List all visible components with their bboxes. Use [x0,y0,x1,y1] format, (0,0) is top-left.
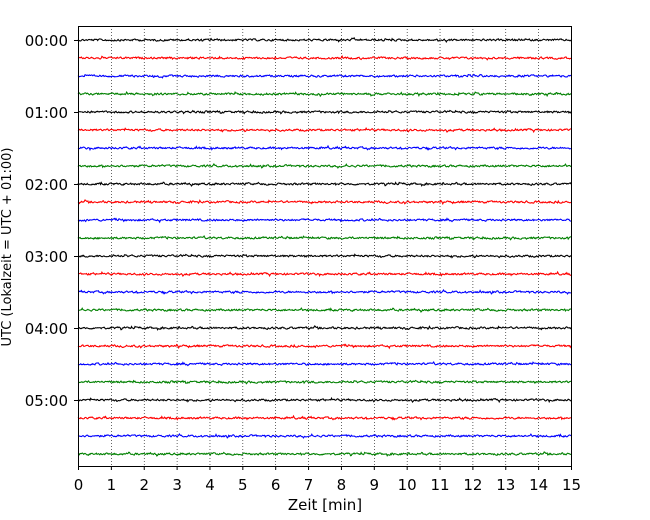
x-tick-label: 7 [304,476,314,494]
x-axis: 0 1 2 3 4 5 6 7 8 9 10 11 12 13 14 15 [74,466,581,494]
trace-0445 [77,379,572,385]
trace-0130 [77,144,572,152]
x-tick-label: 8 [337,476,347,494]
trace-0345 [77,307,572,313]
x-tick-label: 0 [74,476,84,494]
x-tick-label: 13 [496,476,515,494]
trace-0430 [77,361,572,367]
trace-0230 [77,217,572,224]
trace-0215 [77,199,572,206]
trace-0300 [77,253,572,259]
trace-0330 [77,289,572,295]
trace-0315 [77,270,572,278]
trace-0100 [77,109,572,115]
x-tick-label: 9 [370,476,380,494]
grid [111,26,539,466]
trace-0500 [77,396,572,404]
x-tick-label: 10 [398,476,417,494]
y-tick-label: 03:00 [25,248,68,266]
y-tick-label: 02:00 [25,176,68,194]
y-tick-label: 04:00 [25,320,68,338]
x-tick-label: 6 [271,476,281,494]
x-tick-label: 12 [463,476,482,494]
y-axis-label: UTC (Lokalzeit = UTC + 01:00) [0,148,15,347]
x-tick-label: 5 [238,476,248,494]
x-tick-label: 15 [562,476,581,494]
plot-frame [78,26,572,467]
x-tick-label: 11 [430,476,449,494]
trace-0515 [77,414,572,421]
trace-0145 [77,163,572,169]
x-axis-label: Zeit [min] [288,496,362,514]
x-tick-label: 14 [529,476,548,494]
trace-0015 [77,54,572,61]
x-tick-label: 4 [205,476,215,494]
trace-0415 [77,343,572,350]
trace-0530 [77,433,572,439]
trace-0200 [77,181,572,187]
x-tick-label: 1 [107,476,117,494]
y-axis: 00:00 01:00 02:00 03:00 04:00 05:00 [25,32,78,410]
x-tick-label: 3 [172,476,182,494]
x-tick-label: 2 [139,476,149,494]
trace-0545 [77,451,572,457]
y-tick-label: 00:00 [25,32,68,50]
trace-0000 [77,36,572,43]
y-tick-label: 01:00 [25,104,68,122]
trace-0245 [77,235,572,241]
y-tick-label: 05:00 [25,392,68,410]
trace-0045 [77,91,572,98]
trace-0400 [77,325,572,331]
traces [77,36,572,457]
trace-0115 [77,126,572,134]
trace-0030 [77,73,572,79]
